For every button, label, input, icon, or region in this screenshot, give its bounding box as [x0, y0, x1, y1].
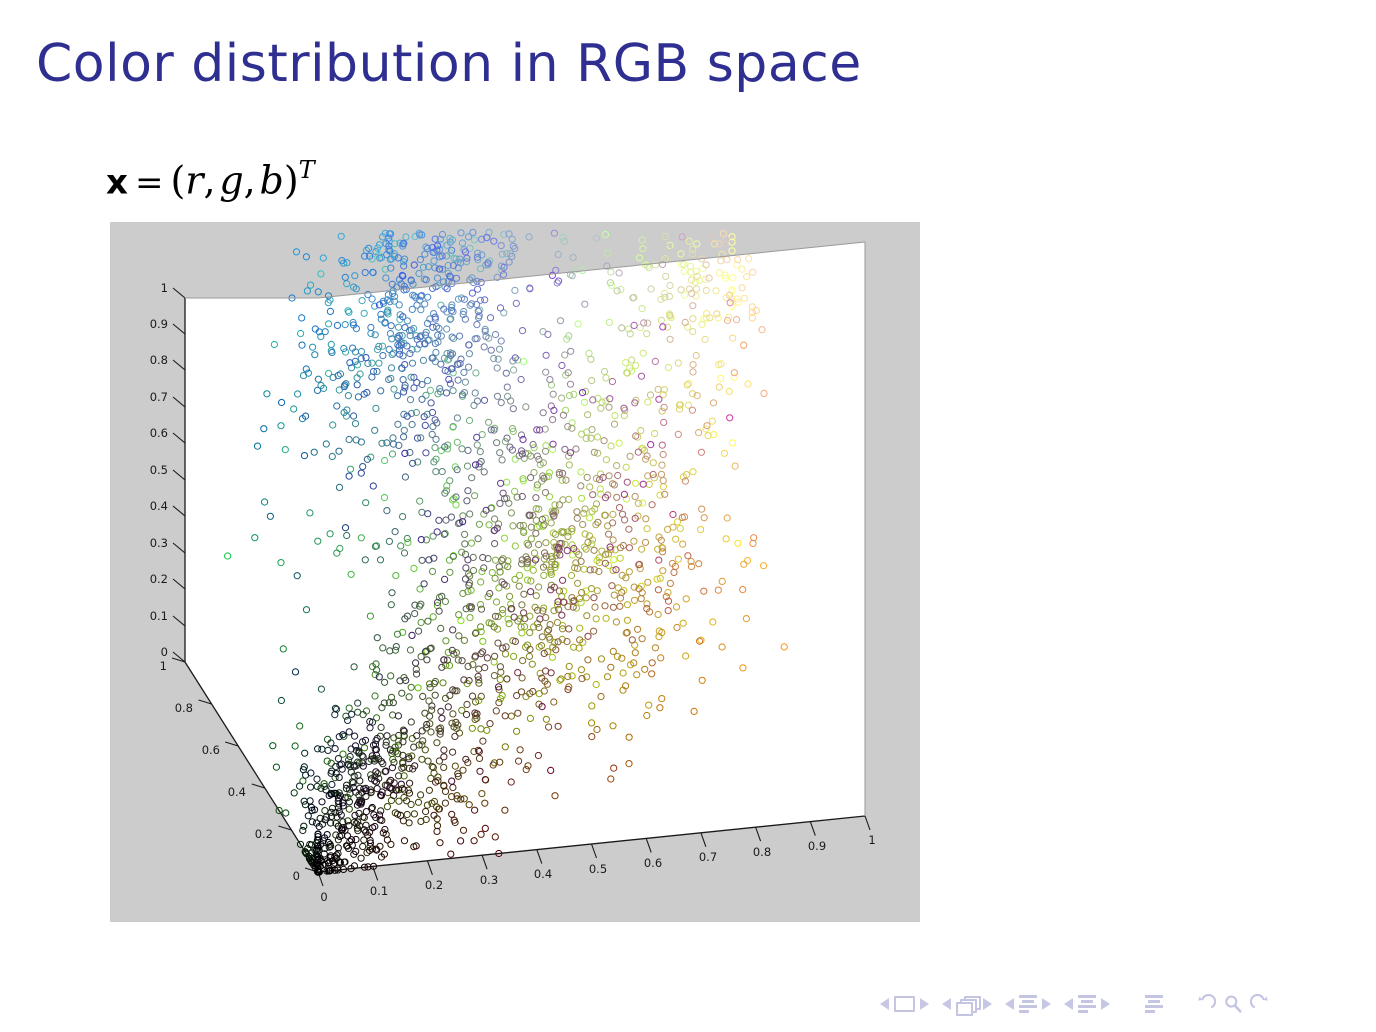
cube-outline — [185, 241, 866, 816]
formula-equals: = — [134, 162, 164, 203]
z-tick-label: 0.6 — [150, 426, 168, 440]
z-tick-label: 0.4 — [150, 499, 168, 513]
x-tick-label: 0.4 — [534, 867, 552, 881]
z-tick-label: 0.7 — [150, 390, 168, 404]
x-tick-label: 0 — [320, 890, 327, 904]
triangle-right-icon[interactable] — [920, 998, 929, 1010]
y-tick-label: 0.6 — [202, 743, 220, 757]
z-tick-label: 1 — [161, 281, 168, 295]
subsection-navigation-group[interactable] — [1005, 994, 1051, 1014]
formula-open-paren: ( — [170, 158, 186, 203]
rgb-scatter-figure: 1 0.9 0.8 0.7 0.6 0.5 0.4 0.3 0.2 0.1 0 — [110, 222, 920, 922]
undo-arrow-icon[interactable] — [1196, 994, 1216, 1014]
triangle-left-icon[interactable] — [1064, 998, 1073, 1010]
x-tick-label: 0.6 — [644, 856, 662, 870]
y-tick-label: 0 — [293, 869, 300, 883]
triangle-left-icon[interactable] — [942, 998, 951, 1010]
formula-component-b: b — [259, 158, 284, 203]
formula-lhs: x — [106, 162, 128, 203]
section-navigation-group[interactable] — [1064, 994, 1110, 1014]
formula-close-paren: ) — [283, 158, 299, 203]
y-tick-label: 0.2 — [255, 827, 273, 841]
formula-comma-1: , — [203, 158, 220, 203]
triangle-left-icon[interactable] — [1005, 998, 1014, 1010]
magnifier-icon[interactable] — [1223, 994, 1243, 1014]
frames-icon[interactable] — [956, 996, 981, 1016]
slide-navigation-group[interactable] — [880, 996, 929, 1012]
x-tick-label: 0.9 — [808, 839, 826, 853]
x-tick-label: 0.5 — [589, 862, 607, 876]
bottom-right-axis: 0 0.1 0.2 0.3 0.4 0.5 0.6 0.7 0.8 0.9 1 — [317, 815, 876, 904]
triangle-right-icon[interactable] — [1042, 998, 1051, 1010]
z-tick-label: 0.1 — [150, 609, 168, 623]
y-tick-label: 0.4 — [228, 785, 246, 799]
formula-comma-2: , — [243, 158, 260, 203]
z-tick-label: 0.5 — [150, 463, 168, 477]
vertical-axis: 1 0.9 0.8 0.7 0.6 0.5 0.4 0.3 0.2 0.1 0 — [150, 281, 186, 663]
frame-navigation-group[interactable] — [942, 996, 992, 1016]
z-tick-label: 0.9 — [150, 317, 168, 331]
x-tick-label: 0.8 — [753, 845, 771, 859]
formula-component-r: r — [185, 158, 204, 203]
z-tick-label: 0.3 — [150, 536, 168, 550]
triangle-right-icon[interactable] — [983, 998, 992, 1010]
x-tick-label: 0.2 — [425, 878, 443, 892]
z-tick-label: 0.8 — [150, 353, 168, 367]
slide-icon[interactable] — [894, 996, 915, 1012]
redo-arrow-icon[interactable] — [1250, 994, 1270, 1014]
x-tick-label: 1 — [868, 833, 875, 847]
y-tick-label: 1 — [160, 659, 167, 673]
rgb-cube-plot: 1 0.9 0.8 0.7 0.6 0.5 0.4 0.3 0.2 0.1 0 — [110, 222, 920, 922]
y-tick-label: 0.8 — [175, 701, 193, 715]
beamer-navigation-bar[interactable] — [880, 988, 1350, 1020]
page-title: Color distribution in RGB space — [36, 34, 862, 94]
scatter-points — [224, 228, 788, 876]
history-navigation-group[interactable] — [1196, 994, 1270, 1014]
z-tick-label: 0 — [161, 645, 168, 659]
x-tick-label: 0.1 — [370, 884, 388, 898]
formula-transpose-superscript: T — [298, 156, 315, 184]
triangle-left-icon[interactable] — [880, 998, 889, 1010]
x-tick-label: 0.3 — [480, 873, 498, 887]
formula-x-equals-rgb: x = (r, g, b)T — [106, 158, 315, 203]
x-tick-label: 0.7 — [699, 850, 717, 864]
lines-icon[interactable] — [1145, 994, 1163, 1014]
z-tick-label: 0.2 — [150, 572, 168, 586]
left-depth-axis: 1 0.8 0.6 0.4 0.2 0 — [160, 657, 319, 883]
lines-icon[interactable] — [1078, 994, 1096, 1014]
triangle-right-icon[interactable] — [1101, 998, 1110, 1010]
lines-icon[interactable] — [1019, 994, 1037, 1014]
formula-component-g: g — [219, 158, 244, 203]
document-navigation-group[interactable] — [1145, 994, 1163, 1014]
